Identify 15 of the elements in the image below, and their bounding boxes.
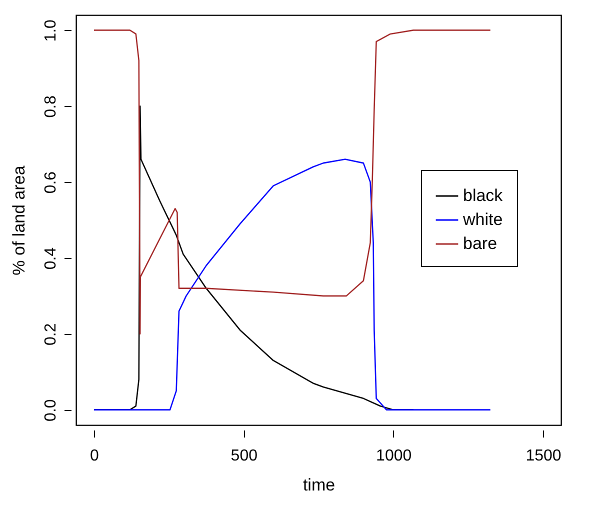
y-tick-label: 0.4: [42, 247, 60, 270]
y-axis-title: % of land area: [10, 165, 28, 276]
y-tick-label: 1.0: [42, 19, 60, 42]
x-tick-label: 500: [230, 448, 258, 464]
y-tick-label: 0.0: [42, 399, 60, 422]
x-tick-label: 1000: [376, 448, 412, 464]
x-axis-title: time: [302, 476, 336, 494]
x-tick-label: 0: [90, 448, 100, 464]
legend-label: white: [462, 210, 503, 229]
legend-label: bare: [463, 234, 498, 253]
y-tick-label: 0.8: [42, 95, 60, 118]
y-tick-label: 0.6: [42, 171, 60, 194]
y-tick-label: 0.2: [42, 323, 60, 346]
legend-label: black: [463, 186, 504, 205]
x-tick-label: 1500: [526, 448, 562, 464]
